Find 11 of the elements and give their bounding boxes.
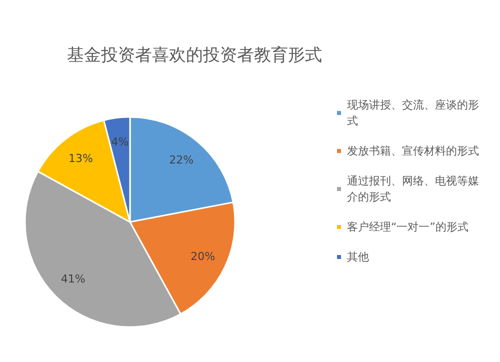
data-label: 41% xyxy=(60,272,86,286)
data-label: 20% xyxy=(190,250,216,263)
data-label: 4% xyxy=(111,136,129,149)
legend-label: 客户经理“一对一”的形式 xyxy=(347,220,468,234)
legend-label: 通过报刊、网络、电视等媒介的形式 xyxy=(347,174,479,204)
legend-label: 其他 xyxy=(347,250,369,264)
data-label: 13% xyxy=(68,152,93,165)
legend-label: 发放书籍、宣传材料的形式 xyxy=(347,144,479,158)
legend-label: 现场讲授、交流、座谈的形式 xyxy=(347,98,479,128)
chart-title: 基金投资者喜欢的投资者教育形式 xyxy=(67,46,322,66)
data-label: 22% xyxy=(169,153,194,166)
